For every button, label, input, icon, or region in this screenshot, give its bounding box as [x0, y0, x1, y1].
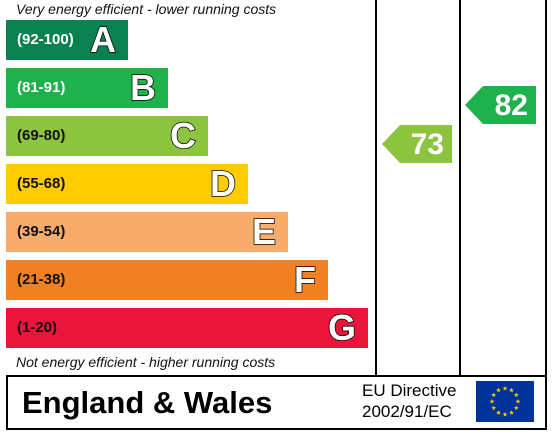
potential-rating-arrow: 82 [465, 86, 536, 124]
band-range: (92-100) [17, 31, 74, 48]
band-letter: G [327, 306, 357, 349]
band-a: (92-100) A [6, 18, 128, 61]
current-rating-arrow: 73 [382, 125, 452, 163]
left-border [6, 376, 8, 430]
band-letter: B [129, 66, 157, 109]
eu-star-icon [515, 398, 521, 404]
current-rating-value: 73 [410, 128, 444, 161]
band-f: (21-38) F [6, 258, 328, 301]
directive-line-1: EU Directive [362, 381, 457, 400]
eu-star-icon [502, 385, 508, 391]
region-title: England & Wales [22, 385, 273, 420]
eu-flag-icon [476, 381, 534, 422]
band-range: (69-80) [17, 127, 66, 144]
eu-star-icon [489, 398, 495, 404]
band-range: (1-20) [17, 319, 58, 336]
right-border [545, 0, 547, 430]
band-e: (39-54) E [6, 210, 288, 253]
band-range: (55-68) [17, 175, 66, 192]
band-letter: C [169, 114, 197, 157]
band-letter: A [89, 18, 117, 61]
band-letter: D [209, 162, 237, 205]
footer-divider [6, 375, 547, 377]
band-letter: F [293, 258, 317, 301]
eu-star-icon [491, 405, 497, 411]
band-range: (21-38) [17, 271, 66, 288]
eu-star-icon [491, 392, 497, 398]
eu-star-icon [513, 405, 519, 411]
directive-line-2: 2002/91/EC [362, 402, 452, 421]
band-c: (69-80) C [6, 114, 208, 157]
band-range: (81-91) [17, 79, 66, 96]
eu-star-icon [496, 410, 501, 415]
eu-star-icon [496, 387, 501, 393]
eu-star-icon [502, 411, 508, 417]
eu-directive: EU Directive 2002/91/EC [362, 380, 456, 422]
band-b: (81-91) B [6, 66, 168, 109]
band-g: (1-20) G [6, 306, 368, 349]
bottom-caption: Not energy efficient - higher running co… [16, 354, 276, 370]
band-letter: E [251, 210, 277, 253]
band-range: (39-54) [17, 223, 66, 240]
potential-rating-value: 82 [494, 89, 528, 122]
eu-star-icon [509, 410, 514, 415]
top-caption: Very energy efficient - lower running co… [16, 1, 277, 17]
bottom-border [6, 428, 547, 430]
column-divider [459, 0, 461, 376]
eu-star-icon [513, 392, 519, 398]
eu-star-icon [509, 387, 514, 393]
column-divider [375, 0, 377, 376]
band-d: (55-68) D [6, 162, 248, 205]
